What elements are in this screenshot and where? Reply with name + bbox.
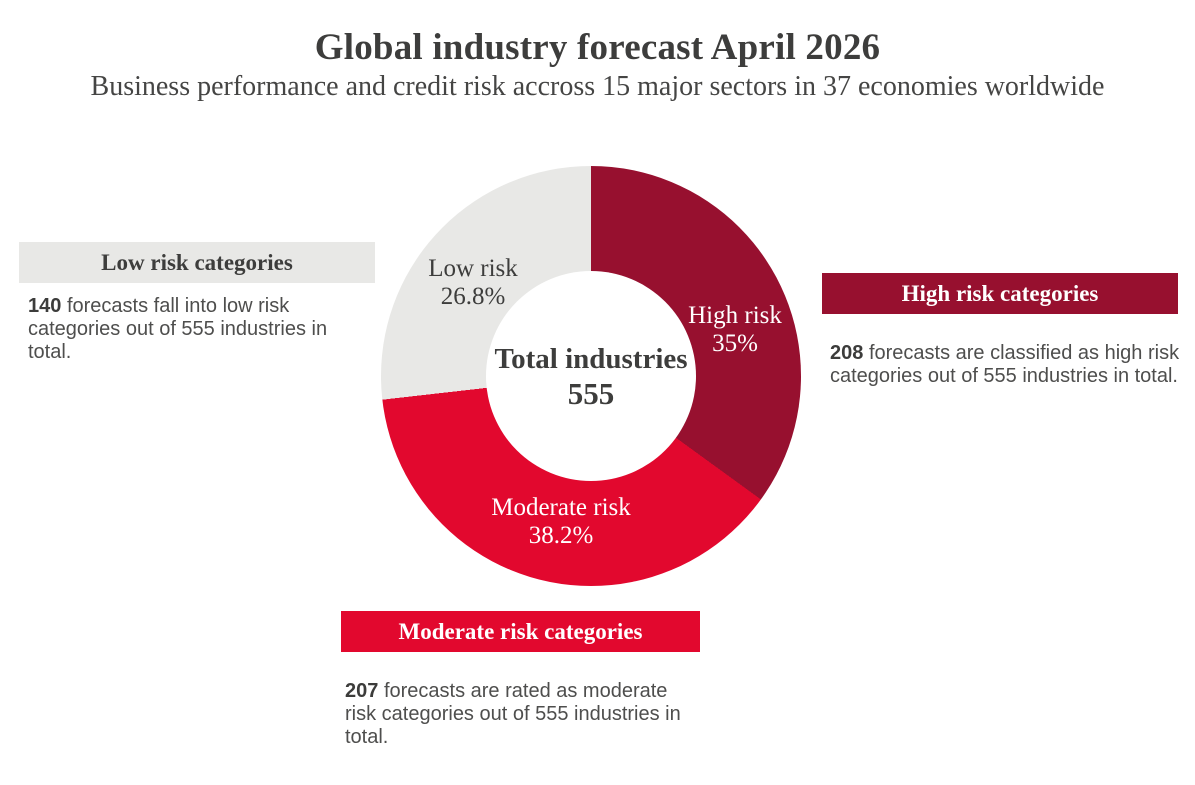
- segment-label-high-risk: High risk 35%: [688, 302, 782, 358]
- donut-hole: [486, 271, 696, 481]
- callout-body-high-risk: 208 forecasts are classified as high ris…: [830, 342, 1184, 388]
- segment-percent: 38.2%: [528, 522, 594, 549]
- donut-center-label: Total industries 555: [494, 343, 687, 411]
- segment-percent: 26.8%: [440, 283, 506, 310]
- page-subtitle: Business performance and credit risk acc…: [90, 71, 1105, 102]
- callout-text-moderate: forecasts are rated as moderate risk cat…: [345, 680, 681, 748]
- callout-count-low: 140: [28, 295, 62, 317]
- donut-center-title: Total industries: [494, 343, 688, 375]
- donut-chart: Total industries 555 High risk 35% Moder…: [381, 166, 801, 586]
- donut-center-value: 555: [567, 376, 615, 411]
- segment-name: High risk: [688, 302, 782, 329]
- callout-header-high-risk: High risk categories: [822, 273, 1178, 314]
- callout-text-high: forecasts are classified as high risk ca…: [830, 342, 1180, 387]
- callout-body-moderate-risk: 207 forecasts are rated as moderate risk…: [345, 680, 699, 749]
- segment-label-moderate-risk: Moderate risk 38.2%: [491, 494, 631, 550]
- callout-header-moderate-risk: Moderate risk categories: [341, 611, 700, 652]
- segment-percent: 35%: [712, 330, 758, 357]
- segment-name: Low risk: [428, 255, 518, 282]
- segment-label-low-risk: Low risk 26.8%: [428, 255, 518, 311]
- callout-count-moderate: 207: [345, 680, 379, 702]
- page-title: Global industry forecast April 2026: [314, 27, 881, 68]
- callout-body-low-risk: 140 forecasts fall into low risk categor…: [28, 295, 362, 364]
- segment-name: Moderate risk: [491, 494, 631, 521]
- callout-text-low: forecasts fall into low risk categories …: [28, 295, 328, 363]
- callout-count-high: 208: [830, 342, 864, 364]
- callout-header-low-risk: Low risk categories: [19, 242, 375, 283]
